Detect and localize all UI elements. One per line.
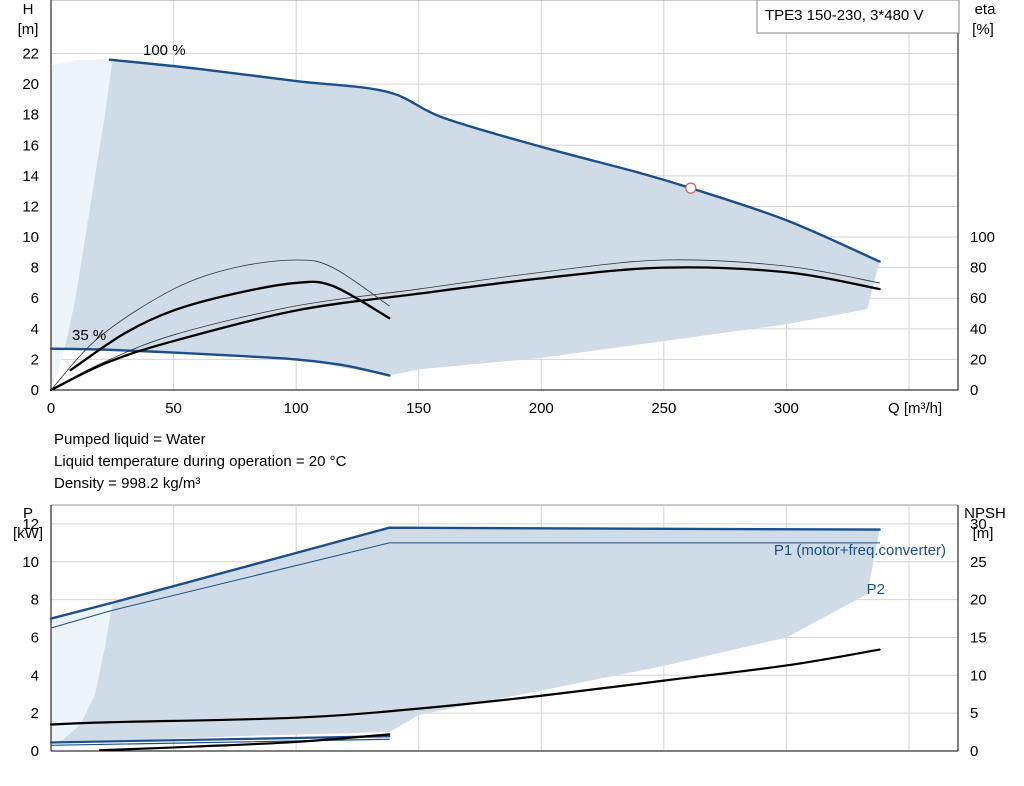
info-pumped-liquid: Pumped liquid = Water (54, 431, 206, 448)
y-left-tick-label: 2 (31, 351, 39, 368)
y-right-tick-label: 40 (970, 321, 987, 338)
y-left-tick-label: 18 (22, 107, 39, 124)
y-right-tick-label: 0 (970, 743, 978, 760)
y-right-axis-unit: [m] (973, 525, 994, 542)
y-left-tick-label: 12 (22, 516, 39, 533)
y-right-tick-label: 80 (970, 260, 987, 277)
x-tick-label: 150 (406, 400, 431, 417)
y-left-tick-label: 8 (31, 592, 39, 609)
y-left-tick-label: 22 (22, 46, 39, 63)
npsh_max-line (49, 648, 881, 726)
y-right-tick-label: 20 (970, 592, 987, 609)
chart-title: TPE3 150-230, 3*480 V (765, 7, 923, 24)
p1_min-line (49, 735, 391, 744)
y-left-tick-label: 6 (31, 629, 39, 646)
x-tick-label: 300 (774, 400, 799, 417)
head-curve-100-line (108, 58, 881, 263)
y-right-axis-unit: [%] (972, 21, 994, 38)
legend-p2-label: P2 (867, 581, 885, 598)
x-tick-label: 50 (165, 400, 182, 417)
y-right-tick-label: 25 (970, 554, 987, 571)
p1-line (49, 526, 881, 620)
eta_min-line (69, 280, 391, 372)
x-tick-label: 200 (529, 400, 554, 417)
power-npsh-chart (49, 504, 959, 752)
y-left-tick-label: 12 (22, 198, 39, 215)
curve-label-35: 35 % (72, 327, 106, 344)
y-left-axis-label: P (23, 505, 33, 522)
y-left-axis-label: H (23, 1, 34, 18)
operating-region-area (51, 59, 880, 376)
eta_max_thin-line (50, 259, 880, 391)
info-density: Density = 998.2 kg/m³ (54, 475, 201, 492)
y-left-axis-unit: [kW] (13, 525, 43, 542)
y-left-tick-label: 0 (31, 382, 39, 399)
y-left-tick-label: 14 (22, 168, 39, 185)
eta_min_thin-line (50, 259, 390, 391)
legend-p1-label: P1 (motor+freq.converter) (774, 542, 946, 559)
p2-line (50, 542, 881, 629)
y-left-tick-label: 4 (31, 321, 39, 338)
head-eta-chart (49, 0, 960, 392)
y-right-axis-label: eta (975, 1, 997, 18)
y-right-tick-label: 60 (970, 290, 987, 307)
x-axis-label: Q [m³/h] (888, 400, 942, 417)
y-left-tick-label: 20 (22, 76, 39, 93)
operating-region-area (51, 527, 880, 744)
curve-label-100: 100 % (143, 42, 186, 59)
low-flow-region-area (51, 603, 113, 744)
duty-point-marker (685, 182, 697, 194)
npsh_min-line (98, 733, 391, 752)
y-left-tick-label: 4 (31, 667, 39, 684)
y-left-tick-label: 2 (31, 705, 39, 722)
y-left-tick-label: 8 (31, 260, 39, 277)
y-right-tick-label: 100 (970, 229, 995, 246)
y-left-tick-label: 6 (31, 290, 39, 307)
x-tick-label: 100 (284, 400, 309, 417)
eta_max-line (49, 266, 881, 392)
title-box (756, 0, 960, 34)
low-flow-region-area (51, 59, 113, 390)
y-right-axis-label: NPSH (964, 505, 1006, 522)
y-right-tick-label: 20 (970, 351, 987, 368)
y-right-tick-label: 30 (970, 516, 987, 533)
y-right-tick-label: 15 (970, 629, 987, 646)
x-tick-label: 0 (47, 400, 55, 417)
y-left-tick-label: 10 (22, 229, 39, 246)
y-right-tick-label: 5 (970, 705, 978, 722)
p2_min-line (50, 738, 390, 746)
x-tick-label: 250 (651, 400, 676, 417)
y-left-tick-label: 16 (22, 137, 39, 154)
y-left-tick-label: 10 (22, 554, 39, 571)
y-right-tick-label: 0 (970, 382, 978, 399)
info-liquid-temperature: Liquid temperature during operation = 20… (54, 453, 347, 470)
y-right-tick-label: 10 (970, 667, 987, 684)
y-left-axis-unit: [m] (18, 21, 39, 38)
y-left-tick-label: 0 (31, 743, 39, 760)
